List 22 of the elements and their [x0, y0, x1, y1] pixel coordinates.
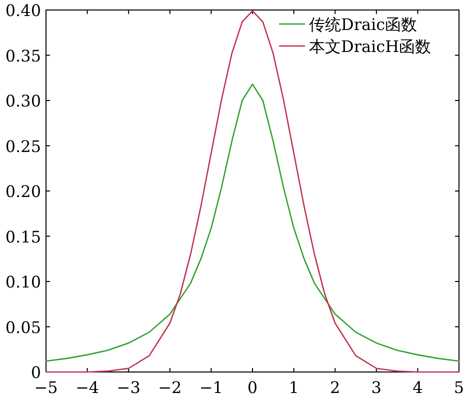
x-tick-label: 3 [371, 378, 382, 397]
x-tick-label: −2 [158, 378, 182, 397]
x-tick-label: 4 [412, 378, 423, 397]
x-tick-label: 5 [454, 378, 464, 397]
x-tick-label: 1 [288, 378, 299, 397]
y-tick-label: 0.05 [5, 318, 41, 337]
y-tick-label: 0.10 [5, 272, 41, 292]
line-series [45, 84, 460, 362]
y-tick-label: 0.20 [5, 182, 41, 201]
line-series [45, 10, 460, 373]
y-tick-label: 0.40 [5, 1, 41, 20]
x-tick-label: −4 [76, 378, 100, 397]
y-tick-label: 0.30 [5, 92, 41, 110]
y-tick-label: 0.35 [5, 46, 41, 66]
x-tick-label: −1 [199, 378, 223, 397]
x-tick-label: 2 [330, 378, 340, 397]
legend-label: 本文DraicH函数 [309, 37, 432, 56]
x-tick-label: −3 [116, 378, 140, 397]
y-tick-label: 0.25 [5, 136, 41, 156]
y-tick-label: 0.15 [5, 227, 41, 246]
x-tick-label: 0 [247, 378, 258, 397]
legend-label: 传统Draic函数 [309, 15, 418, 34]
